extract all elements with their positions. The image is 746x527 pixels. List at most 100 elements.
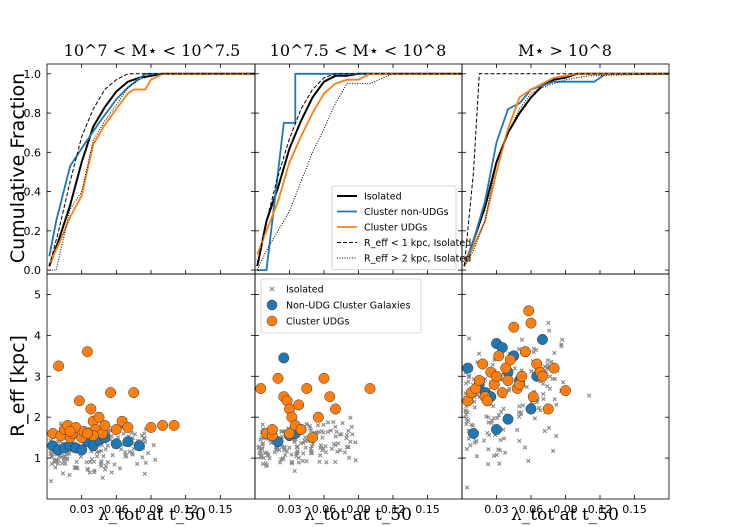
isolated-point [100,475,105,480]
isolated-point [78,454,84,459]
udg-point [122,421,134,433]
isolated-point [317,453,323,458]
isolated-point [489,420,494,426]
isolated-point [94,453,100,459]
x-tick-label: 0.06 [312,503,337,516]
isolated-point [473,438,478,444]
y-tick-label-bottom: 2 [34,411,41,424]
isolated-point [309,444,314,449]
isolated-point [476,351,482,356]
panel-title-2: 10^7.5 < M⋆ < 10^8 [270,41,447,60]
isolated-point [337,432,343,437]
isolated-point [105,443,111,448]
isolated-point [474,454,480,459]
isolated-point [486,415,491,420]
isolated-point [507,386,512,391]
isolated-point [334,429,339,434]
y-tick-label-top: 0.2 [24,225,42,238]
isolated-point [300,458,306,464]
isolated-point [319,448,325,453]
isolated-point [329,446,334,452]
isolated-point [586,393,592,398]
isolated-point [496,412,502,418]
isolated-point [502,450,508,455]
isolated-point [559,337,565,342]
udg-point [318,372,330,384]
isolated-point [67,451,72,456]
non-udg-point [502,413,514,425]
isolated-point [520,403,526,408]
isolated-point [289,461,295,466]
legend-label: Isolated [286,285,324,296]
isolated-point [540,381,546,387]
x-tick-label: 0.12 [588,503,613,516]
isolated-point [287,445,292,450]
isolated-point [260,441,266,446]
isolated-point [292,468,297,474]
isolated-point [333,434,338,439]
x-tick-label: 0.15 [208,503,233,516]
non-udg-point [468,428,479,439]
isolated-point [301,451,306,456]
udg-point [493,350,505,362]
x-tick-label: 0.09 [346,503,371,516]
isolated-point [545,358,550,363]
isolated-point [267,456,272,461]
isolated-point [346,455,352,460]
isolated-point [132,432,138,437]
isolated-point [349,424,354,430]
isolated-point [331,441,337,447]
isolated-point [545,362,550,367]
legend-top: Isolated Cluster non-UDGs Cluster UDGs R_ef… [331,185,471,270]
non-udg-point [76,444,88,456]
isolated-point [153,457,158,462]
cdf-line-p1-s4 [48,73,255,267]
isolated-point [552,350,557,356]
legend-marker [266,315,278,327]
isolated-point [259,446,264,451]
y-tick-label-top: 0.6 [24,146,42,159]
isolated-point [550,448,556,454]
legend-bottom: Isolated Non-UDG Cluster Galaxies Cluster … [260,278,422,334]
isolated-point [464,446,470,452]
isolated-point [350,432,355,437]
legend-label: Cluster UDGs [286,317,349,328]
cdf-line-p2-s2 [257,72,462,272]
x-tick-label: 0.15 [622,503,647,516]
isolated-point [260,461,266,467]
isolated-point [335,441,341,446]
y-tick-label-top: 0.8 [24,107,42,120]
isolated-point [141,435,146,441]
isolated-point [526,458,531,464]
non-udg-point [110,438,122,450]
isolated-point [485,430,490,436]
isolated-point [51,457,57,463]
isolated-point [524,384,529,390]
cdf-line-p1-s5 [49,73,255,271]
isolated-point [512,366,518,371]
isolated-point [301,440,306,446]
isolated-point [277,460,283,465]
isolated-point [134,461,140,467]
isolated-point [333,424,338,430]
udg-point [330,403,341,415]
isolated-point [321,445,326,451]
isolated-point [50,454,55,459]
isolated-point [331,419,336,425]
y-axis-label-bottom: R_eff [kpc] [7,335,29,437]
isolated-point [142,431,147,436]
non-udg-point [122,436,134,448]
isolated-point [554,433,559,439]
udg-point [105,387,117,399]
udg-point [255,383,267,394]
x-tick-label: 0.12 [381,503,406,516]
isolated-point [48,451,53,456]
isolated-point [74,459,79,465]
isolated-point [92,468,97,473]
isolated-point [516,414,522,419]
isolated-point [559,344,564,349]
udg-point [168,419,180,431]
isolated-point [501,427,506,432]
isolated-point [546,425,552,431]
